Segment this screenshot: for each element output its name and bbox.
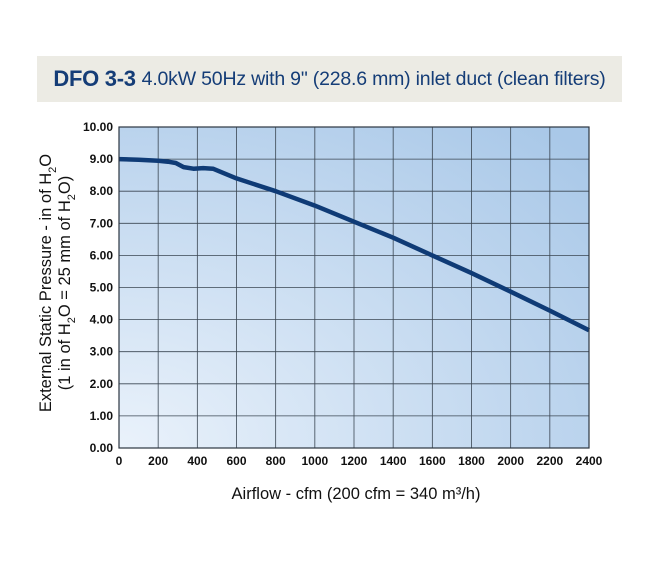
x-tick-label: 200 [148,454,168,468]
y-tick-label: 2.00 [90,377,114,391]
y-axis-label-end: O [37,154,55,167]
y-tick-label: 5.00 [90,281,114,295]
x-tick-labels: 0 200 400 600 800 1000 1200 1400 1600 1800 2000 220… [116,454,603,468]
chart-title-text: 4.0kW 50Hz with 9" (228.6 mm) inlet duct… [141,67,606,90]
y-tick-label: 3.00 [90,345,114,359]
x-tick-label: 400 [187,454,207,468]
x-tick-label: 2400 [576,454,603,468]
y-axis-label-sub: 2 [47,167,59,173]
x-tick-label: 2000 [497,454,524,468]
x-tick-label: 1000 [301,454,328,468]
x-tick-label: 800 [266,454,286,468]
y-tick-label: 7.00 [90,216,114,230]
svg-text:External Static Pressure - in: External Static Pressure - in of H2O [37,154,59,412]
x-tick-label: 0 [116,454,123,468]
y-tick-labels: 0.00 1.00 2.00 3.00 4.00 5.00 6.00 7.00 8.00 9.00… [83,120,113,455]
y-axis-label2-sub1: 2 [66,317,78,323]
pressure-curve [118,156,591,333]
y-axis-label2-b: O = 25 mm of H [56,200,74,317]
x-tick-label: 600 [226,454,246,468]
y-tick-label: 10.00 [83,120,113,134]
x-tick-label: 2200 [536,454,563,468]
x-axis-label: Airflow - cfm (200 cfm = 340 m³/h) [232,485,481,503]
chart-title-box: DFO 3-3 4.0kW 50Hz with 9" (228.6 mm) in… [37,56,622,102]
chart-title-model: DFO 3-3 [53,66,136,91]
y-axis-label-main: External Static Pressure - in of H [37,173,55,412]
x-tick-label: 1200 [341,454,368,468]
y-axis-label2-c: O) [56,176,74,194]
y-axis-label2-a: (1 in of H [56,323,74,390]
y-tick-label: 9.00 [90,152,114,166]
y-tick-label: 1.00 [90,409,114,423]
x-tick-label: 1800 [458,454,485,468]
y-tick-label: 0.00 [90,441,114,455]
y-tick-label: 6.00 [90,248,114,262]
y-tick-label: 8.00 [90,184,114,198]
y-axis-label: External Static Pressure - in of H2O (1 … [37,154,78,412]
plot-border [118,126,590,449]
y-axis-label2-sub2: 2 [66,194,78,200]
y-tick-label: 4.00 [90,313,114,327]
x-tick-label: 1600 [419,454,446,468]
series-layer [118,156,591,333]
svg-text:(1 in of H2O = 25 mm of H2O): (1 in of H2O = 25 mm of H2O) [56,176,78,390]
x-tick-label: 1400 [380,454,407,468]
